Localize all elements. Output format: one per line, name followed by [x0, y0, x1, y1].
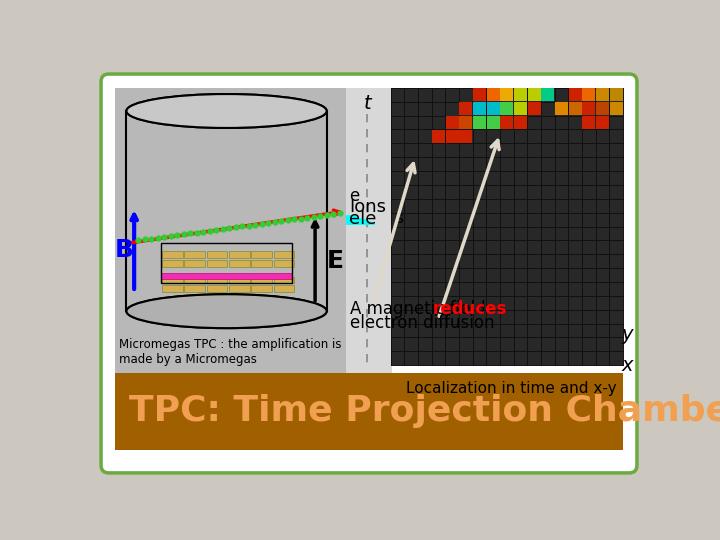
- Text: Ions: Ions: [349, 198, 386, 216]
- Bar: [487, 88, 500, 102]
- Bar: [184, 276, 205, 284]
- Bar: [162, 285, 183, 292]
- Bar: [514, 116, 527, 129]
- Bar: [459, 116, 472, 129]
- Ellipse shape: [127, 294, 327, 328]
- Text: ele: ele: [349, 210, 377, 228]
- Bar: [569, 88, 582, 102]
- Bar: [274, 285, 294, 292]
- Bar: [162, 251, 183, 258]
- Text: reduces: reduces: [432, 300, 506, 318]
- Bar: [487, 116, 500, 129]
- Bar: [251, 276, 272, 284]
- Text: E: E: [327, 249, 343, 273]
- Text: TPC: Time Projection Chamber: TPC: Time Projection Chamber: [129, 394, 720, 428]
- Bar: [127, 111, 327, 311]
- Bar: [500, 116, 513, 129]
- Bar: [541, 88, 554, 102]
- Bar: [555, 102, 568, 115]
- Bar: [274, 276, 294, 284]
- Bar: [610, 88, 623, 102]
- Bar: [274, 251, 294, 258]
- Bar: [459, 130, 472, 143]
- Bar: [596, 116, 609, 129]
- Bar: [251, 285, 272, 292]
- Bar: [207, 276, 228, 284]
- Bar: [528, 102, 541, 115]
- Bar: [229, 251, 250, 258]
- Bar: [596, 88, 609, 102]
- Bar: [251, 251, 272, 258]
- Bar: [229, 276, 250, 284]
- Bar: [251, 260, 272, 267]
- Bar: [500, 102, 513, 115]
- Bar: [473, 116, 486, 129]
- Bar: [184, 251, 205, 258]
- Text: e: e: [349, 187, 359, 205]
- Bar: [184, 285, 205, 292]
- Text: y: y: [621, 325, 633, 344]
- Text: s: s: [395, 211, 403, 226]
- Bar: [514, 102, 527, 115]
- Ellipse shape: [127, 94, 327, 128]
- Text: B: B: [114, 238, 134, 261]
- Bar: [274, 260, 294, 267]
- Bar: [229, 260, 250, 267]
- Bar: [346, 88, 392, 388]
- Bar: [514, 88, 527, 102]
- Text: t: t: [364, 94, 372, 113]
- Bar: [487, 102, 500, 115]
- Bar: [500, 88, 513, 102]
- FancyBboxPatch shape: [101, 74, 637, 473]
- Bar: [528, 88, 541, 102]
- Bar: [596, 102, 609, 115]
- Bar: [229, 285, 250, 292]
- Bar: [473, 88, 486, 102]
- Bar: [184, 260, 205, 267]
- Bar: [459, 102, 472, 115]
- Text: electron diffusion: electron diffusion: [350, 314, 494, 332]
- Bar: [207, 285, 228, 292]
- Bar: [610, 102, 623, 115]
- Bar: [582, 116, 595, 129]
- Bar: [161, 242, 292, 283]
- Bar: [162, 260, 183, 267]
- Bar: [162, 276, 183, 284]
- Bar: [582, 102, 595, 115]
- Bar: [115, 88, 369, 396]
- Bar: [446, 130, 459, 143]
- Ellipse shape: [127, 294, 327, 328]
- Text: Localization in time and x-y: Localization in time and x-y: [406, 381, 617, 395]
- Bar: [390, 88, 623, 365]
- Bar: [161, 273, 292, 279]
- Bar: [207, 260, 228, 267]
- Bar: [446, 116, 459, 129]
- Text: x: x: [621, 356, 633, 375]
- Bar: [582, 88, 595, 102]
- Bar: [115, 373, 623, 450]
- Bar: [473, 102, 486, 115]
- Bar: [432, 130, 445, 143]
- Bar: [207, 251, 228, 258]
- Text: Micromegas TPC : the amplification is
made by a Micromegas: Micromegas TPC : the amplification is ma…: [119, 338, 341, 366]
- Ellipse shape: [127, 94, 327, 128]
- Bar: [569, 102, 582, 115]
- Text: A magnetic field: A magnetic field: [350, 300, 490, 318]
